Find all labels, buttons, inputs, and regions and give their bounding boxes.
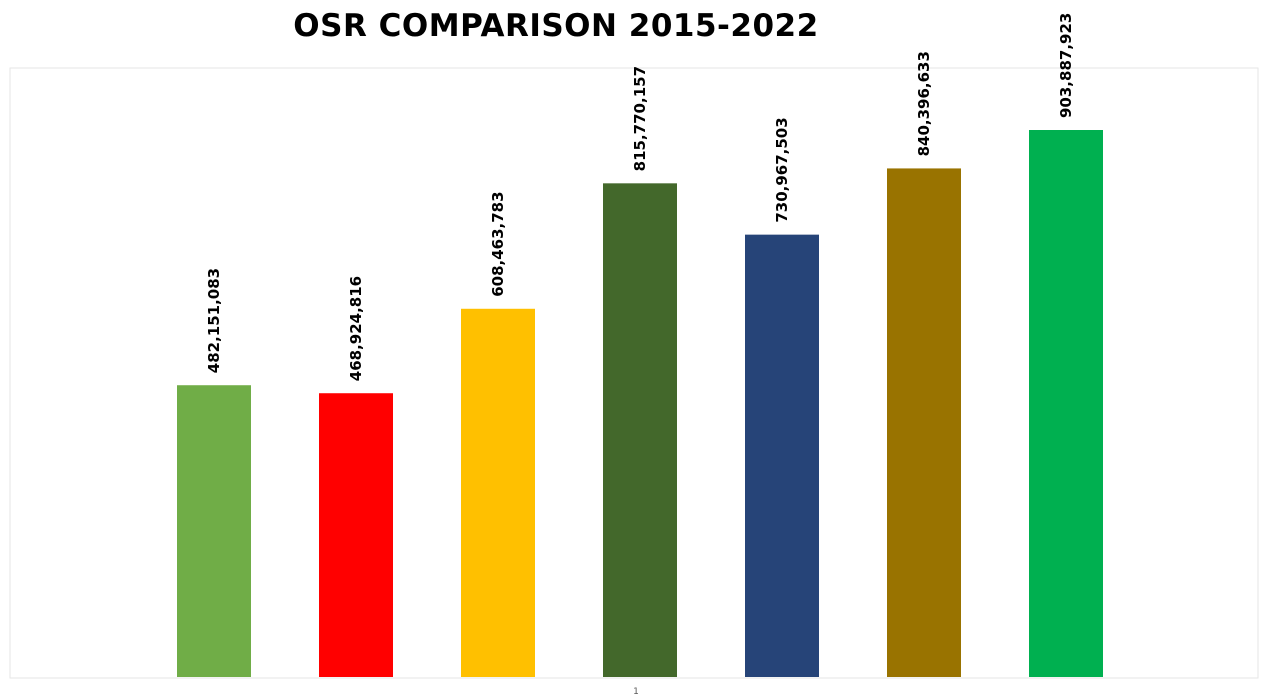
data-label-3: 608,463,783 [489,191,507,296]
data-label-2: 468,924,816 [347,276,365,381]
bars-group [177,130,1103,677]
bar-1 [177,385,251,677]
bar-7 [1029,130,1103,677]
chart-title: OSR COMPARISON 2015-2022 [293,8,819,44]
data-label-1: 482,151,083 [205,268,223,373]
bar-4 [603,183,677,677]
bar-3 [461,308,535,677]
bar-5 [745,234,819,677]
data-label-5: 730,967,503 [773,117,791,222]
x-tick-label: 1 [633,687,639,697]
bar-labels-group: 482,151,083 468,924,816 608,463,783 815,770… [205,13,1075,382]
plot-area-border [9,67,1259,679]
data-label-6: 840,396,633 [915,51,933,156]
bar-2 [319,393,393,677]
data-label-4: 815,770,157 [631,66,649,171]
data-label-7: 903,887,923 [1057,13,1075,118]
bar-6 [887,168,961,677]
